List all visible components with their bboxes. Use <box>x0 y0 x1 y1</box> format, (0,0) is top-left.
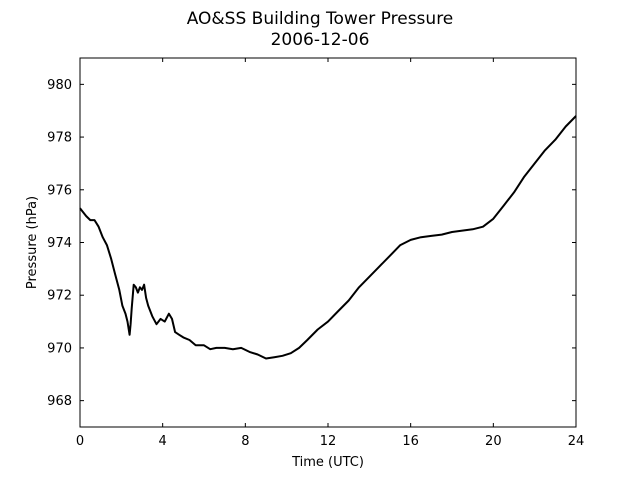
axis-ticks: 0 4 8 12 16 20 24 968 970 972 974 976 978 980 <box>47 58 584 449</box>
x-tick-label: 12 <box>320 434 337 449</box>
chart-subtitle: 2006-12-06 <box>271 30 370 50</box>
y-tick-label: 974 <box>47 236 72 251</box>
x-tick-label: 8 <box>241 434 249 449</box>
x-tick-label: 0 <box>76 434 84 449</box>
x-tick-label: 20 <box>485 434 502 449</box>
x-tick-label: 4 <box>159 434 167 449</box>
plot-frame <box>79 57 577 428</box>
y-axis-label: Pressure (hPa) <box>25 196 40 289</box>
x-tick-label: 16 <box>402 434 419 449</box>
y-tick-label: 980 <box>47 78 72 93</box>
y-tick-label: 978 <box>47 131 72 146</box>
y-tick-label: 976 <box>47 183 72 198</box>
series-layer <box>79 115 577 360</box>
x-axis-label: Time (UTC) <box>291 455 364 470</box>
y-tick-label: 968 <box>47 394 72 409</box>
x-tick-label: 24 <box>568 434 585 449</box>
pressure-series-line <box>79 115 577 360</box>
y-tick-label: 970 <box>47 341 72 356</box>
chart-title: AO&SS Building Tower Pressure <box>187 9 454 29</box>
y-tick-label: 972 <box>47 289 72 304</box>
